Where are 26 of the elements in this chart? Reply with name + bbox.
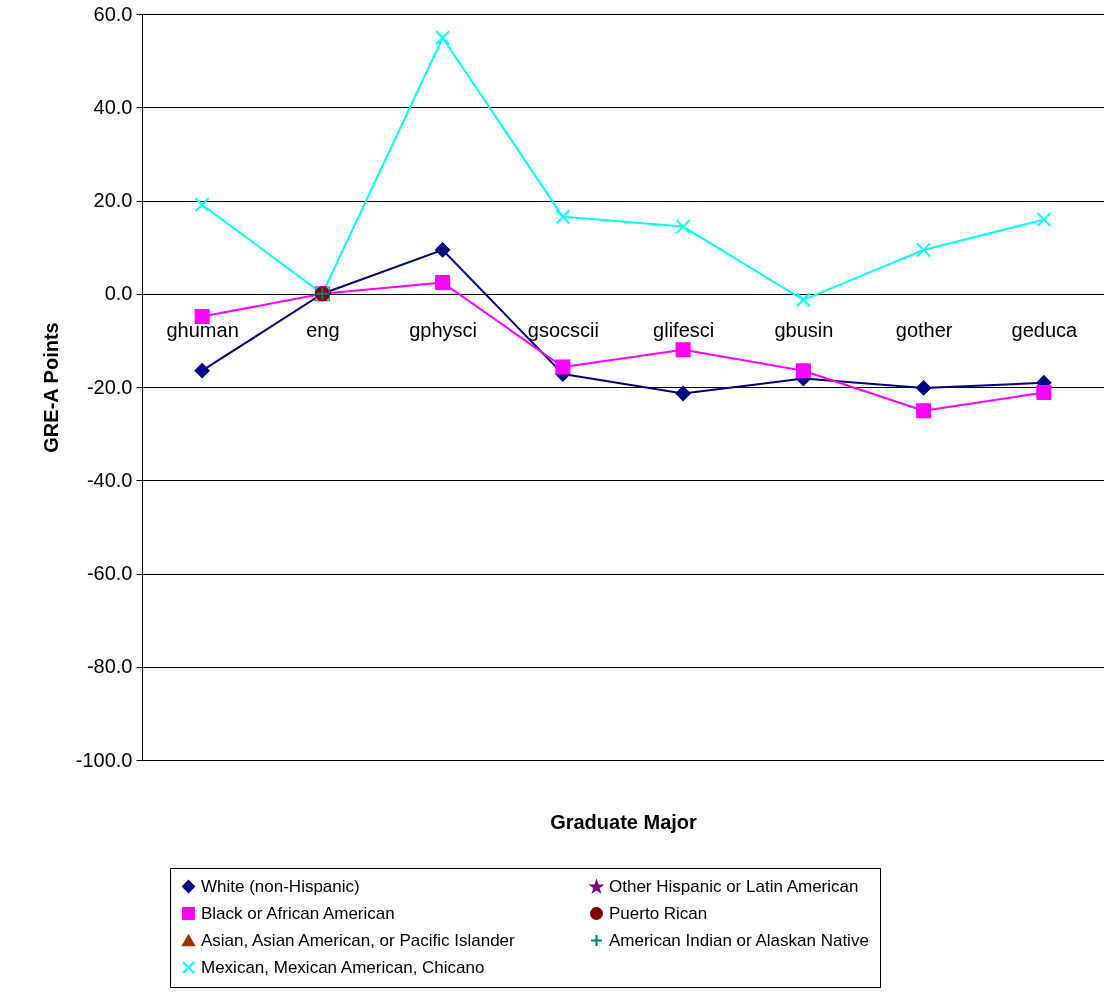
- x-tick-label: geduca: [1011, 319, 1079, 342]
- legend-label: Mexican, Mexican American, Chicano: [201, 957, 485, 977]
- legend-label: Black or African American: [201, 903, 395, 923]
- y-tick-label: 20.0: [93, 189, 133, 211]
- legend-label: Other Hispanic or Latin American: [609, 877, 859, 897]
- x-tick-label: gphysci: [409, 319, 478, 342]
- y-tick-label: -100.0: [75, 748, 133, 771]
- x-tick-label: gother: [895, 319, 953, 342]
- y-tick-label: -60.0: [86, 562, 133, 584]
- y-tick-label: 40.0: [93, 95, 133, 118]
- y-tick-label: -40.0: [86, 468, 133, 491]
- legend-label: White (non-Hispanic): [201, 876, 360, 896]
- x-tick-label: eng: [306, 319, 340, 342]
- legend-label: Asian, Asian American, or Pacific Islander: [201, 930, 516, 950]
- x-tick-label: gsocscii: [527, 319, 599, 342]
- x-axis-title: Graduate Major: [550, 810, 698, 833]
- x-tick-label: gbusin: [774, 319, 834, 342]
- y-tick-label: 0.0: [104, 282, 133, 305]
- y-tick-label: -80.0: [86, 655, 133, 678]
- legend-label: American Indian or Alaskan Native: [609, 930, 869, 950]
- x-tick-label: ghuman: [166, 319, 239, 342]
- x-tick-label: glifesci: [653, 319, 715, 342]
- y-tick-label: 60.0: [93, 2, 133, 25]
- y-tick-label: -20.0: [86, 375, 133, 398]
- legend-label: Puerto Rican: [609, 903, 708, 923]
- y-axis-title: GRE-A Points: [39, 322, 62, 453]
